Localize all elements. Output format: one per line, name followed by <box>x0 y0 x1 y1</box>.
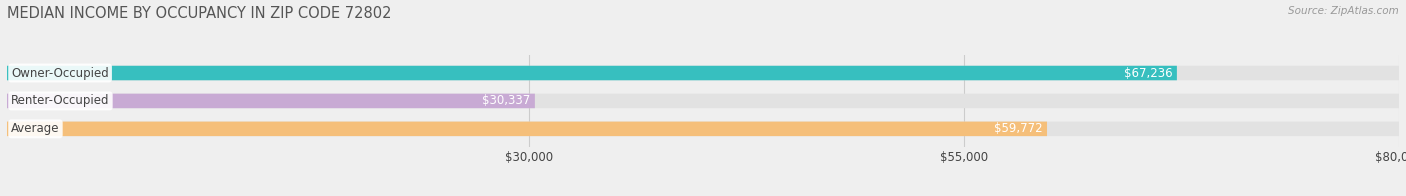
Text: Renter-Occupied: Renter-Occupied <box>11 94 110 107</box>
Text: $30,337: $30,337 <box>482 94 530 107</box>
FancyBboxPatch shape <box>7 122 1047 136</box>
Text: MEDIAN INCOME BY OCCUPANCY IN ZIP CODE 72802: MEDIAN INCOME BY OCCUPANCY IN ZIP CODE 7… <box>7 6 391 21</box>
Text: Owner-Occupied: Owner-Occupied <box>11 66 108 80</box>
FancyBboxPatch shape <box>7 122 1399 136</box>
FancyBboxPatch shape <box>7 66 1399 80</box>
Text: $59,772: $59,772 <box>994 122 1043 135</box>
FancyBboxPatch shape <box>7 94 1399 108</box>
Text: $67,236: $67,236 <box>1123 66 1173 80</box>
FancyBboxPatch shape <box>7 66 1177 80</box>
Text: Source: ZipAtlas.com: Source: ZipAtlas.com <box>1288 6 1399 16</box>
FancyBboxPatch shape <box>7 94 534 108</box>
Text: Average: Average <box>11 122 59 135</box>
